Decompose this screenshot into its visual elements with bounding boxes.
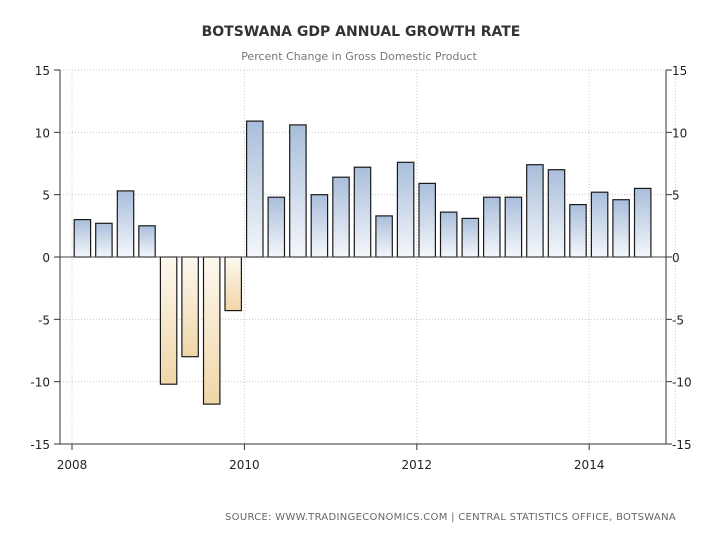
y-tick-label-right: -15: [672, 438, 692, 452]
bar-positive-8: [246, 120, 264, 258]
bar-positive-3: [138, 225, 156, 258]
bar-positive-15: [396, 161, 415, 258]
bar-positive-19: [483, 196, 501, 258]
bar-positive-12: [332, 176, 350, 258]
y-tick-label-right: -5: [672, 313, 684, 327]
bar-positive-1: [95, 222, 113, 258]
bar-positive-11: [310, 194, 329, 258]
bar-positive-0: [73, 219, 92, 258]
bar-positive-23: [569, 204, 587, 258]
tick-labels-group: 15 15 10 10 5 5 0 0 -5 -5 -10 -10 -15 -15 2008 2010 2012…: [30, 64, 691, 472]
y-tick-label-left: 5: [42, 189, 50, 203]
bar-negative-7: [224, 256, 242, 312]
bar-positive-24: [590, 191, 609, 258]
y-tick-label-right: -10: [672, 376, 692, 390]
axes-group: [54, 69, 672, 450]
y-tick-label-right: 10: [672, 126, 687, 140]
bar-positive-10: [289, 124, 307, 258]
bar-negative-4: [159, 256, 178, 385]
y-tick-label-right: 0: [672, 251, 680, 265]
bar-positive-16: [418, 182, 436, 258]
x-tick-label: 2010: [229, 458, 260, 472]
y-tick-label-left: 0: [42, 251, 50, 265]
x-tick-label: 2014: [574, 458, 605, 472]
bars-group: [73, 120, 652, 405]
chart-subtitle: Percent Change in Gross Domestic Product: [241, 50, 477, 63]
bar-positive-2: [116, 190, 135, 258]
x-tick-label: 2012: [402, 458, 433, 472]
x-tick-label: 2008: [57, 458, 88, 472]
y-tick-label-right: 15: [672, 64, 687, 78]
y-tick-label-left: -5: [38, 313, 50, 327]
bar-negative-5: [181, 256, 199, 358]
bar-positive-17: [439, 211, 458, 258]
y-tick-label-left: 10: [35, 126, 50, 140]
y-tick-label-left: -10: [30, 376, 50, 390]
bar-positive-22: [547, 169, 566, 258]
bar-positive-13: [353, 166, 372, 258]
bar-positive-26: [633, 187, 652, 258]
source-note: SOURCE: WWW.TRADINGECONOMICS.COM | CENTR…: [225, 512, 676, 523]
bar-positive-25: [612, 199, 630, 258]
bar-positive-20: [504, 196, 523, 258]
bar-positive-18: [461, 217, 480, 258]
bar-positive-21: [526, 164, 544, 258]
y-tick-label-left: 15: [35, 64, 50, 78]
y-tick-label-right: 5: [672, 189, 680, 203]
y-tick-label-left: -15: [30, 438, 50, 452]
bar-positive-14: [375, 215, 393, 258]
chart-title: BOTSWANA GDP ANNUAL GROWTH RATE: [202, 24, 521, 40]
bar-positive-9: [267, 196, 286, 258]
bar-negative-6: [202, 256, 221, 405]
